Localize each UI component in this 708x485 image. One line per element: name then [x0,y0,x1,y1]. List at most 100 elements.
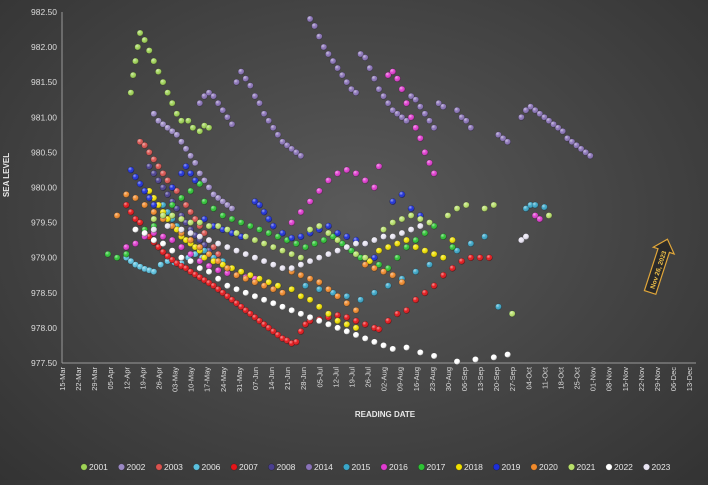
legend-item-2007: 2007 [230,462,258,472]
x-tick-label: 29-Mar [90,367,99,391]
data-point-highlight [187,219,194,226]
data-point-highlight [228,215,236,223]
data-point-highlight [389,272,396,279]
data-point-highlight [394,310,401,317]
x-tick-label: 04-Oct [524,366,533,389]
data-point-highlight [371,254,378,261]
data-point-highlight [205,124,213,131]
legend: 2001 2002 2003 2006 2007 2008 2014 2015 2016 2017… [80,462,671,472]
data-point-highlight [164,208,171,216]
data-point-highlight [164,215,171,223]
data-point-highlight [398,230,406,237]
y-tick-label: 978.50 [31,288,57,298]
data-point-highlight [362,177,369,184]
data-point-highlight [431,223,438,230]
y-tick-label: 982.50 [31,7,57,17]
data-point-highlight [224,201,231,209]
data-point-highlight [325,223,332,230]
data-point-highlight [454,107,461,114]
legend-item-2018: 2018 [455,462,483,472]
data-point-highlight [270,300,277,307]
data-point-highlight [233,272,240,279]
data-point-highlight [394,110,401,117]
data-point-highlight [279,247,286,254]
data-point-highlight [458,114,465,121]
legend-label: 2021 [577,462,596,472]
data-point-highlight [233,300,240,307]
data-point-highlight [426,117,433,124]
data-point-highlight [499,135,507,142]
x-tick-label: 06-Dec [669,367,678,391]
data-point-highlight [578,145,585,152]
data-point-highlight [256,226,263,233]
data-point-highlight [449,265,456,272]
data-point-highlight [389,107,396,114]
data-point-highlight [127,89,135,96]
data-point-highlight [182,265,190,272]
data-point-highlight [228,121,236,128]
data-point-highlight [169,247,176,254]
y-tick-label: 981.50 [31,77,57,87]
data-point-highlight [375,86,383,93]
data-point-highlight [173,131,180,138]
data-point-highlight [150,170,157,177]
data-point-highlight [444,212,452,219]
data-point-highlight [196,233,203,240]
data-point-highlight [210,205,217,212]
data-point-highlight [141,36,148,44]
data-point-highlight [242,251,249,258]
data-point-highlight [389,345,396,353]
data-point-highlight [132,240,139,247]
data-point-highlight [238,303,245,310]
data-point-highlight [297,310,304,317]
data-point-highlight [297,293,304,300]
data-point-highlight [224,270,231,277]
series-2020 [113,191,406,314]
data-point-highlight [532,107,539,114]
data-point-highlight [408,226,415,233]
data-point-highlight [329,233,337,240]
legend-item-2006: 2006 [193,462,221,472]
data-point-highlight [114,212,121,219]
legend-marker [155,463,163,471]
x-tick-label: 08-Nov [605,367,614,391]
data-point-highlight [440,103,447,110]
data-point-highlight [210,223,217,230]
data-point-highlight [150,194,157,202]
data-point-highlight [146,47,153,54]
data-point-highlight [587,152,594,160]
series-2008 [145,163,213,255]
data-point-highlight [265,215,272,223]
data-point-highlight [228,230,236,237]
data-point-highlight [431,124,438,131]
data-point-highlight [132,58,139,65]
data-point-highlight [297,208,304,216]
data-point-highlight [522,205,530,212]
data-point-highlight [431,251,438,258]
data-point-highlight [178,215,185,223]
data-point-highlight [242,275,249,282]
data-point-highlight [389,198,396,205]
data-point-highlight [169,100,176,107]
legend-item-2023: 2023 [643,462,671,472]
data-point-highlight [306,15,314,23]
legend-marker [643,463,650,471]
data-point-highlight [159,201,167,209]
data-point-highlight [385,265,392,272]
data-point-highlight [380,268,387,275]
data-point-highlight [389,68,396,75]
data-point-highlight [169,201,176,209]
data-point-highlight [164,253,171,260]
data-point-highlight [481,233,488,240]
data-point-highlight [334,65,341,72]
data-point-highlight [375,326,383,333]
data-point-highlight [178,244,185,251]
data-point-highlight [173,205,180,212]
x-tick-label: 14-Jun [267,367,276,390]
data-point-highlight [316,279,323,286]
data-point-highlight [185,117,192,124]
data-point-highlight [196,128,203,135]
legend-marker [80,463,88,471]
data-point-highlight [159,212,167,219]
data-point-highlight [238,219,245,226]
